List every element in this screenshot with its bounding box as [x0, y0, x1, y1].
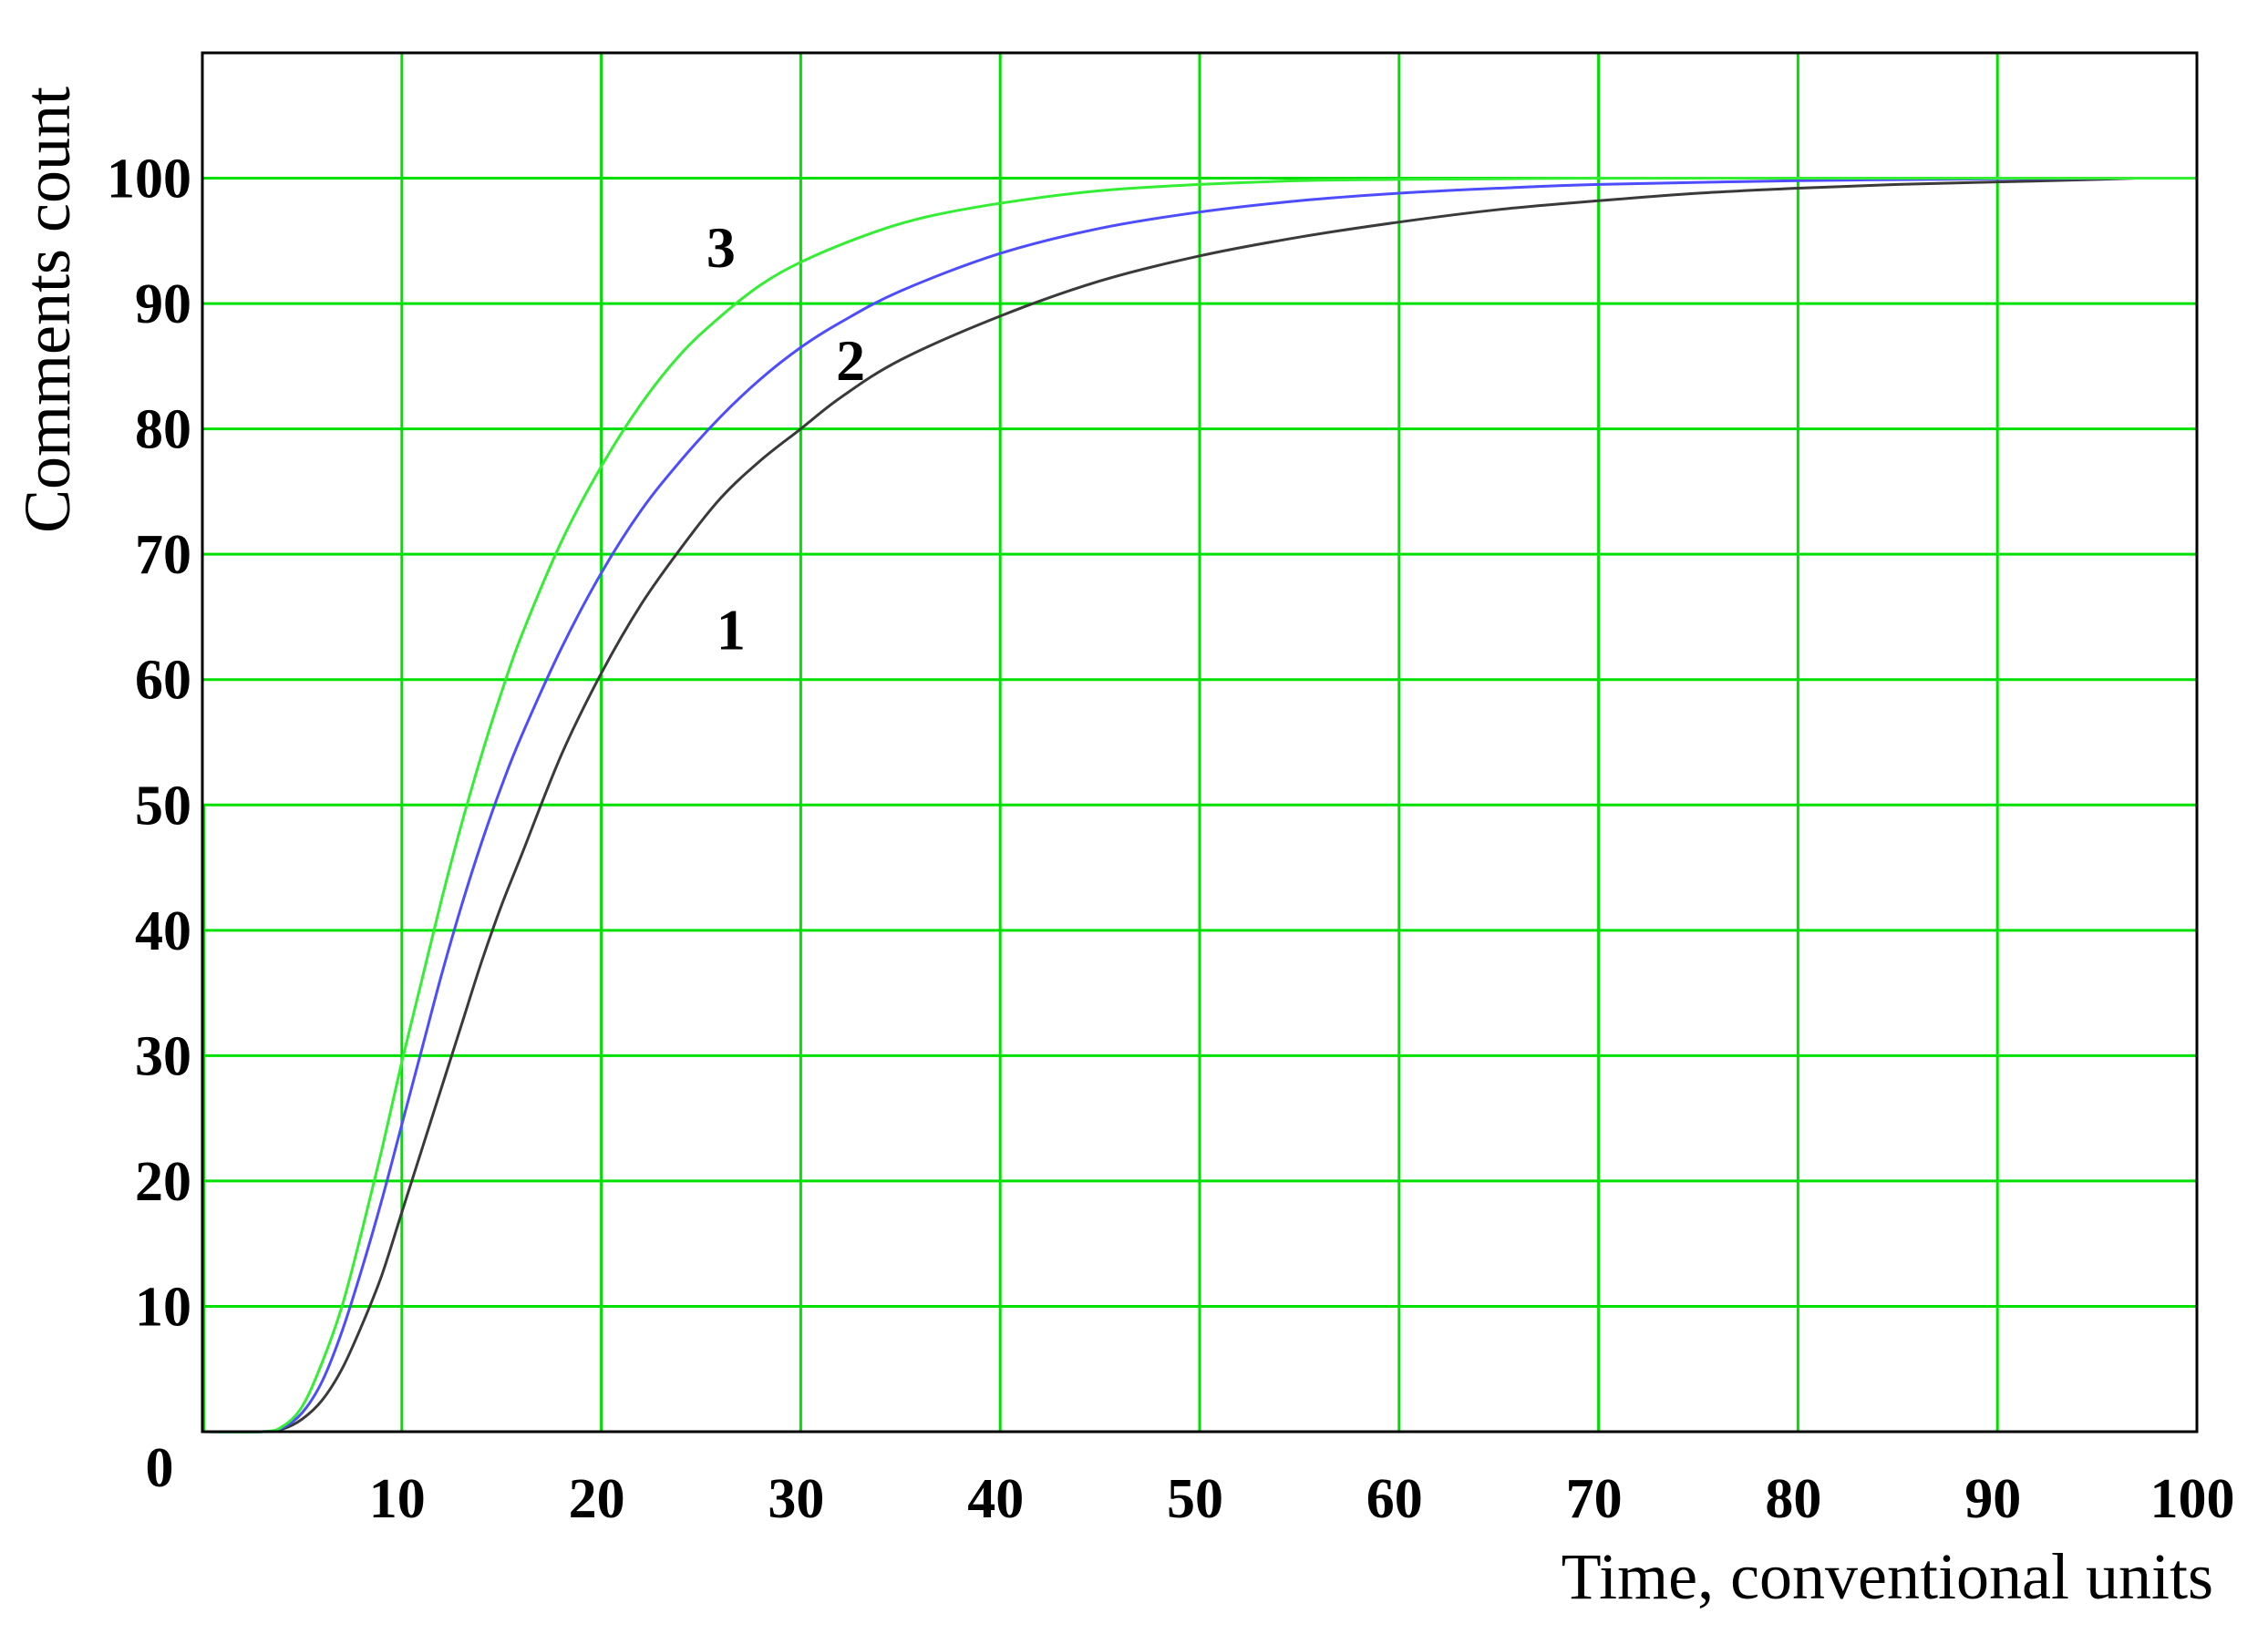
- annotation-layer: 1 2 3: [706, 215, 865, 663]
- series-line-2: [201, 177, 2138, 1434]
- curve-label-1: 1: [716, 598, 746, 663]
- x-tick-label: 0: [146, 1437, 174, 1499]
- x-tick-label: 50: [1167, 1468, 1223, 1530]
- y-tick-label: 30: [135, 1025, 191, 1087]
- series-line-3: [201, 176, 2197, 1434]
- tick-label-layer: 0 10 20 30 40 50 60 70 80 90 100 10 20 30 40 50 60 70 80 90…: [107, 149, 2235, 1530]
- x-tick-label: 60: [1366, 1468, 1423, 1530]
- x-tick-label: 90: [1964, 1468, 2021, 1530]
- series-line-1: [201, 177, 2138, 1434]
- y-tick-label: 40: [135, 900, 191, 962]
- y-tick-label: 70: [135, 524, 191, 586]
- x-tick-label: 10: [369, 1468, 426, 1530]
- x-axis-title: Time, conventional units: [1562, 1540, 2213, 1613]
- y-tick-label: 100: [107, 149, 191, 211]
- x-tick-label: 20: [569, 1468, 625, 1530]
- curve-label-2: 2: [836, 328, 865, 393]
- y-axis-title: Comments count: [11, 87, 84, 533]
- y-tick-label: 20: [135, 1151, 191, 1213]
- y-tick-label: 50: [135, 775, 191, 837]
- y-tick-label: 60: [135, 650, 191, 712]
- plot-frame: [201, 51, 2199, 1434]
- x-tick-label: 70: [1566, 1468, 1623, 1530]
- x-tick-label: 80: [1765, 1468, 1821, 1530]
- y-tick-label: 80: [135, 399, 191, 461]
- x-tick-label: 40: [967, 1468, 1024, 1530]
- curve-label-3: 3: [706, 215, 736, 280]
- x-tick-label: 30: [768, 1468, 824, 1530]
- y-tick-label: 10: [135, 1276, 191, 1338]
- series-layer: [201, 176, 2197, 1434]
- grid-layer: [201, 53, 2197, 1432]
- y-tick-label: 90: [135, 273, 191, 335]
- x-tick-label: 100: [2150, 1468, 2235, 1530]
